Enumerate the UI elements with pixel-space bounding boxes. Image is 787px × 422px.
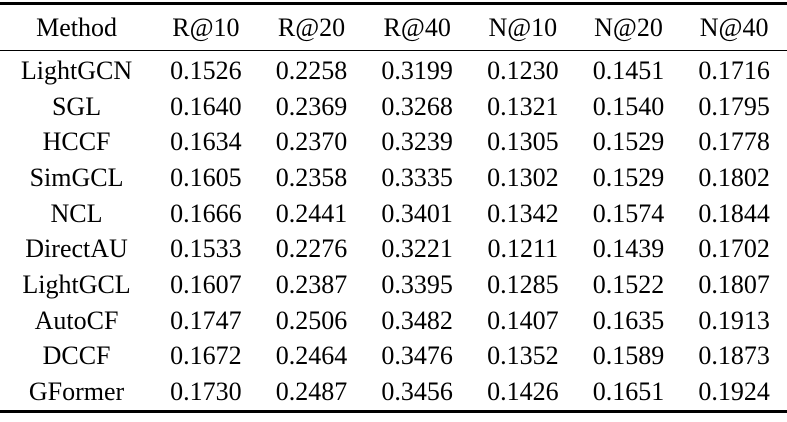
column-header-n10: N@10: [470, 3, 576, 51]
metric-cell: 0.3239: [381, 127, 453, 157]
table-row: LightGCL 0.1607 0.2387 0.3395 0.1285 0.1…: [0, 267, 787, 303]
metric-cell: 0.2369: [275, 91, 348, 121]
metric-cell: 0.1635: [592, 305, 665, 335]
metric-cell: 0.3335: [381, 162, 453, 192]
table-row: SimGCL 0.1605 0.2358 0.3335 0.1302 0.152…: [0, 160, 787, 196]
metric-cell: 0.1574: [592, 198, 665, 228]
method-cell: DCCF: [42, 341, 111, 371]
table-row: AutoCF 0.1747 0.2506 0.3482 0.1407 0.163…: [0, 303, 787, 339]
table-row: HCCF 0.1634 0.2370 0.3239 0.1305 0.1529 …: [0, 124, 787, 160]
metric-cell: 0.1807: [698, 269, 770, 299]
metric-cell: 0.3268: [381, 91, 453, 121]
column-header-n20: N@20: [575, 3, 682, 51]
metric-cell: 0.2258: [275, 55, 348, 85]
metric-cell: 0.1342: [487, 198, 559, 228]
metric-cell: 0.1672: [170, 341, 242, 371]
column-header-r10: R@10: [153, 3, 259, 51]
metric-cell: 0.2464: [275, 341, 348, 371]
table-row: LightGCN 0.1526 0.2258 0.3199 0.1230 0.1…: [0, 51, 787, 89]
metric-cell: 0.1526: [170, 55, 242, 85]
metric-cell: 0.3199: [381, 55, 453, 85]
metric-cell: 0.1529: [592, 127, 665, 157]
table-row: DirectAU 0.1533 0.2276 0.3221 0.1211 0.1…: [0, 231, 787, 267]
metric-cell: 0.1634: [170, 127, 242, 157]
table-row: GFormer 0.1730 0.2487 0.3456 0.1426 0.16…: [0, 374, 787, 411]
header-row: Method R@10 R@20 R@40 N@10 N@20 N@40: [0, 3, 787, 51]
table-row: NCL 0.1666 0.2441 0.3401 0.1342 0.1574 0…: [0, 196, 787, 232]
metric-cell: 0.2506: [275, 305, 348, 335]
metric-cell: 0.1873: [698, 341, 770, 371]
method-cell: GFormer: [28, 377, 125, 407]
metric-cell: 0.1651: [592, 377, 665, 407]
method-cell: NCL: [50, 198, 103, 228]
metric-cell: 0.2387: [275, 269, 348, 299]
metric-cell: 0.1285: [487, 269, 559, 299]
metric-cell: 0.2487: [275, 377, 348, 407]
metric-cell: 0.1924: [698, 377, 770, 407]
metric-cell: 0.1844: [698, 198, 770, 228]
metric-cell: 0.1352: [487, 341, 559, 371]
metric-cell: 0.1529: [592, 162, 665, 192]
column-header-r20: R@20: [258, 3, 365, 51]
metric-cell: 0.1913: [698, 305, 770, 335]
table-row: DCCF 0.1672 0.2464 0.3476 0.1352 0.1589 …: [0, 339, 787, 375]
method-cell: DirectAU: [25, 234, 128, 264]
metric-cell: 0.2358: [275, 162, 348, 192]
metric-cell: 0.1426: [487, 377, 559, 407]
metric-cell: 0.3401: [381, 198, 453, 228]
metric-cell: 0.1702: [698, 234, 770, 264]
metric-cell: 0.1540: [592, 91, 665, 121]
table-row: SGL 0.1640 0.2369 0.3268 0.1321 0.1540 0…: [0, 89, 787, 125]
metric-cell: 0.1230: [487, 55, 559, 85]
metric-cell: 0.3395: [381, 269, 453, 299]
metric-cell: 0.1302: [487, 162, 559, 192]
metric-cell: 0.1439: [592, 234, 665, 264]
metric-cell: 0.3482: [381, 305, 453, 335]
method-cell: LightGCN: [20, 55, 133, 85]
metric-cell: 0.1522: [592, 269, 665, 299]
column-header-r40: R@40: [364, 3, 470, 51]
method-cell: SimGCL: [29, 162, 124, 192]
metric-cell: 0.1321: [487, 91, 559, 121]
method-cell: HCCF: [42, 127, 111, 157]
method-cell: SGL: [51, 91, 102, 121]
method-cell: LightGCL: [22, 269, 131, 299]
metric-cell: 0.1795: [698, 91, 770, 121]
metric-cell: 0.1407: [487, 305, 559, 335]
metric-cell: 0.1778: [698, 127, 770, 157]
metric-cell: 0.3476: [381, 341, 453, 371]
metric-cell: 0.2370: [275, 127, 348, 157]
metric-cell: 0.1589: [592, 341, 665, 371]
metric-cell: 0.1802: [698, 162, 770, 192]
metric-cell: 0.1640: [170, 91, 242, 121]
metric-cell: 0.1451: [592, 55, 665, 85]
metric-cell: 0.1305: [487, 127, 559, 157]
metric-cell: 0.1747: [170, 305, 242, 335]
column-header-n40: N@40: [681, 3, 787, 51]
results-table: Method R@10 R@20 R@40 N@10 N@20 N@40 Lig…: [0, 2, 787, 413]
metric-cell: 0.1211: [487, 234, 559, 264]
metric-cell: 0.2276: [275, 234, 348, 264]
method-cell: AutoCF: [34, 305, 119, 335]
metric-cell: 0.1716: [698, 55, 770, 85]
metric-cell: 0.2441: [275, 198, 348, 228]
column-header-method: Method: [0, 3, 154, 51]
metric-cell: 0.1730: [170, 377, 242, 407]
metric-cell: 0.1605: [170, 162, 242, 192]
metric-cell: 0.1533: [170, 234, 242, 264]
metric-cell: 0.1666: [170, 198, 242, 228]
metric-cell: 0.3456: [381, 377, 453, 407]
metric-cell: 0.1607: [170, 269, 242, 299]
metric-cell: 0.3221: [381, 234, 453, 264]
